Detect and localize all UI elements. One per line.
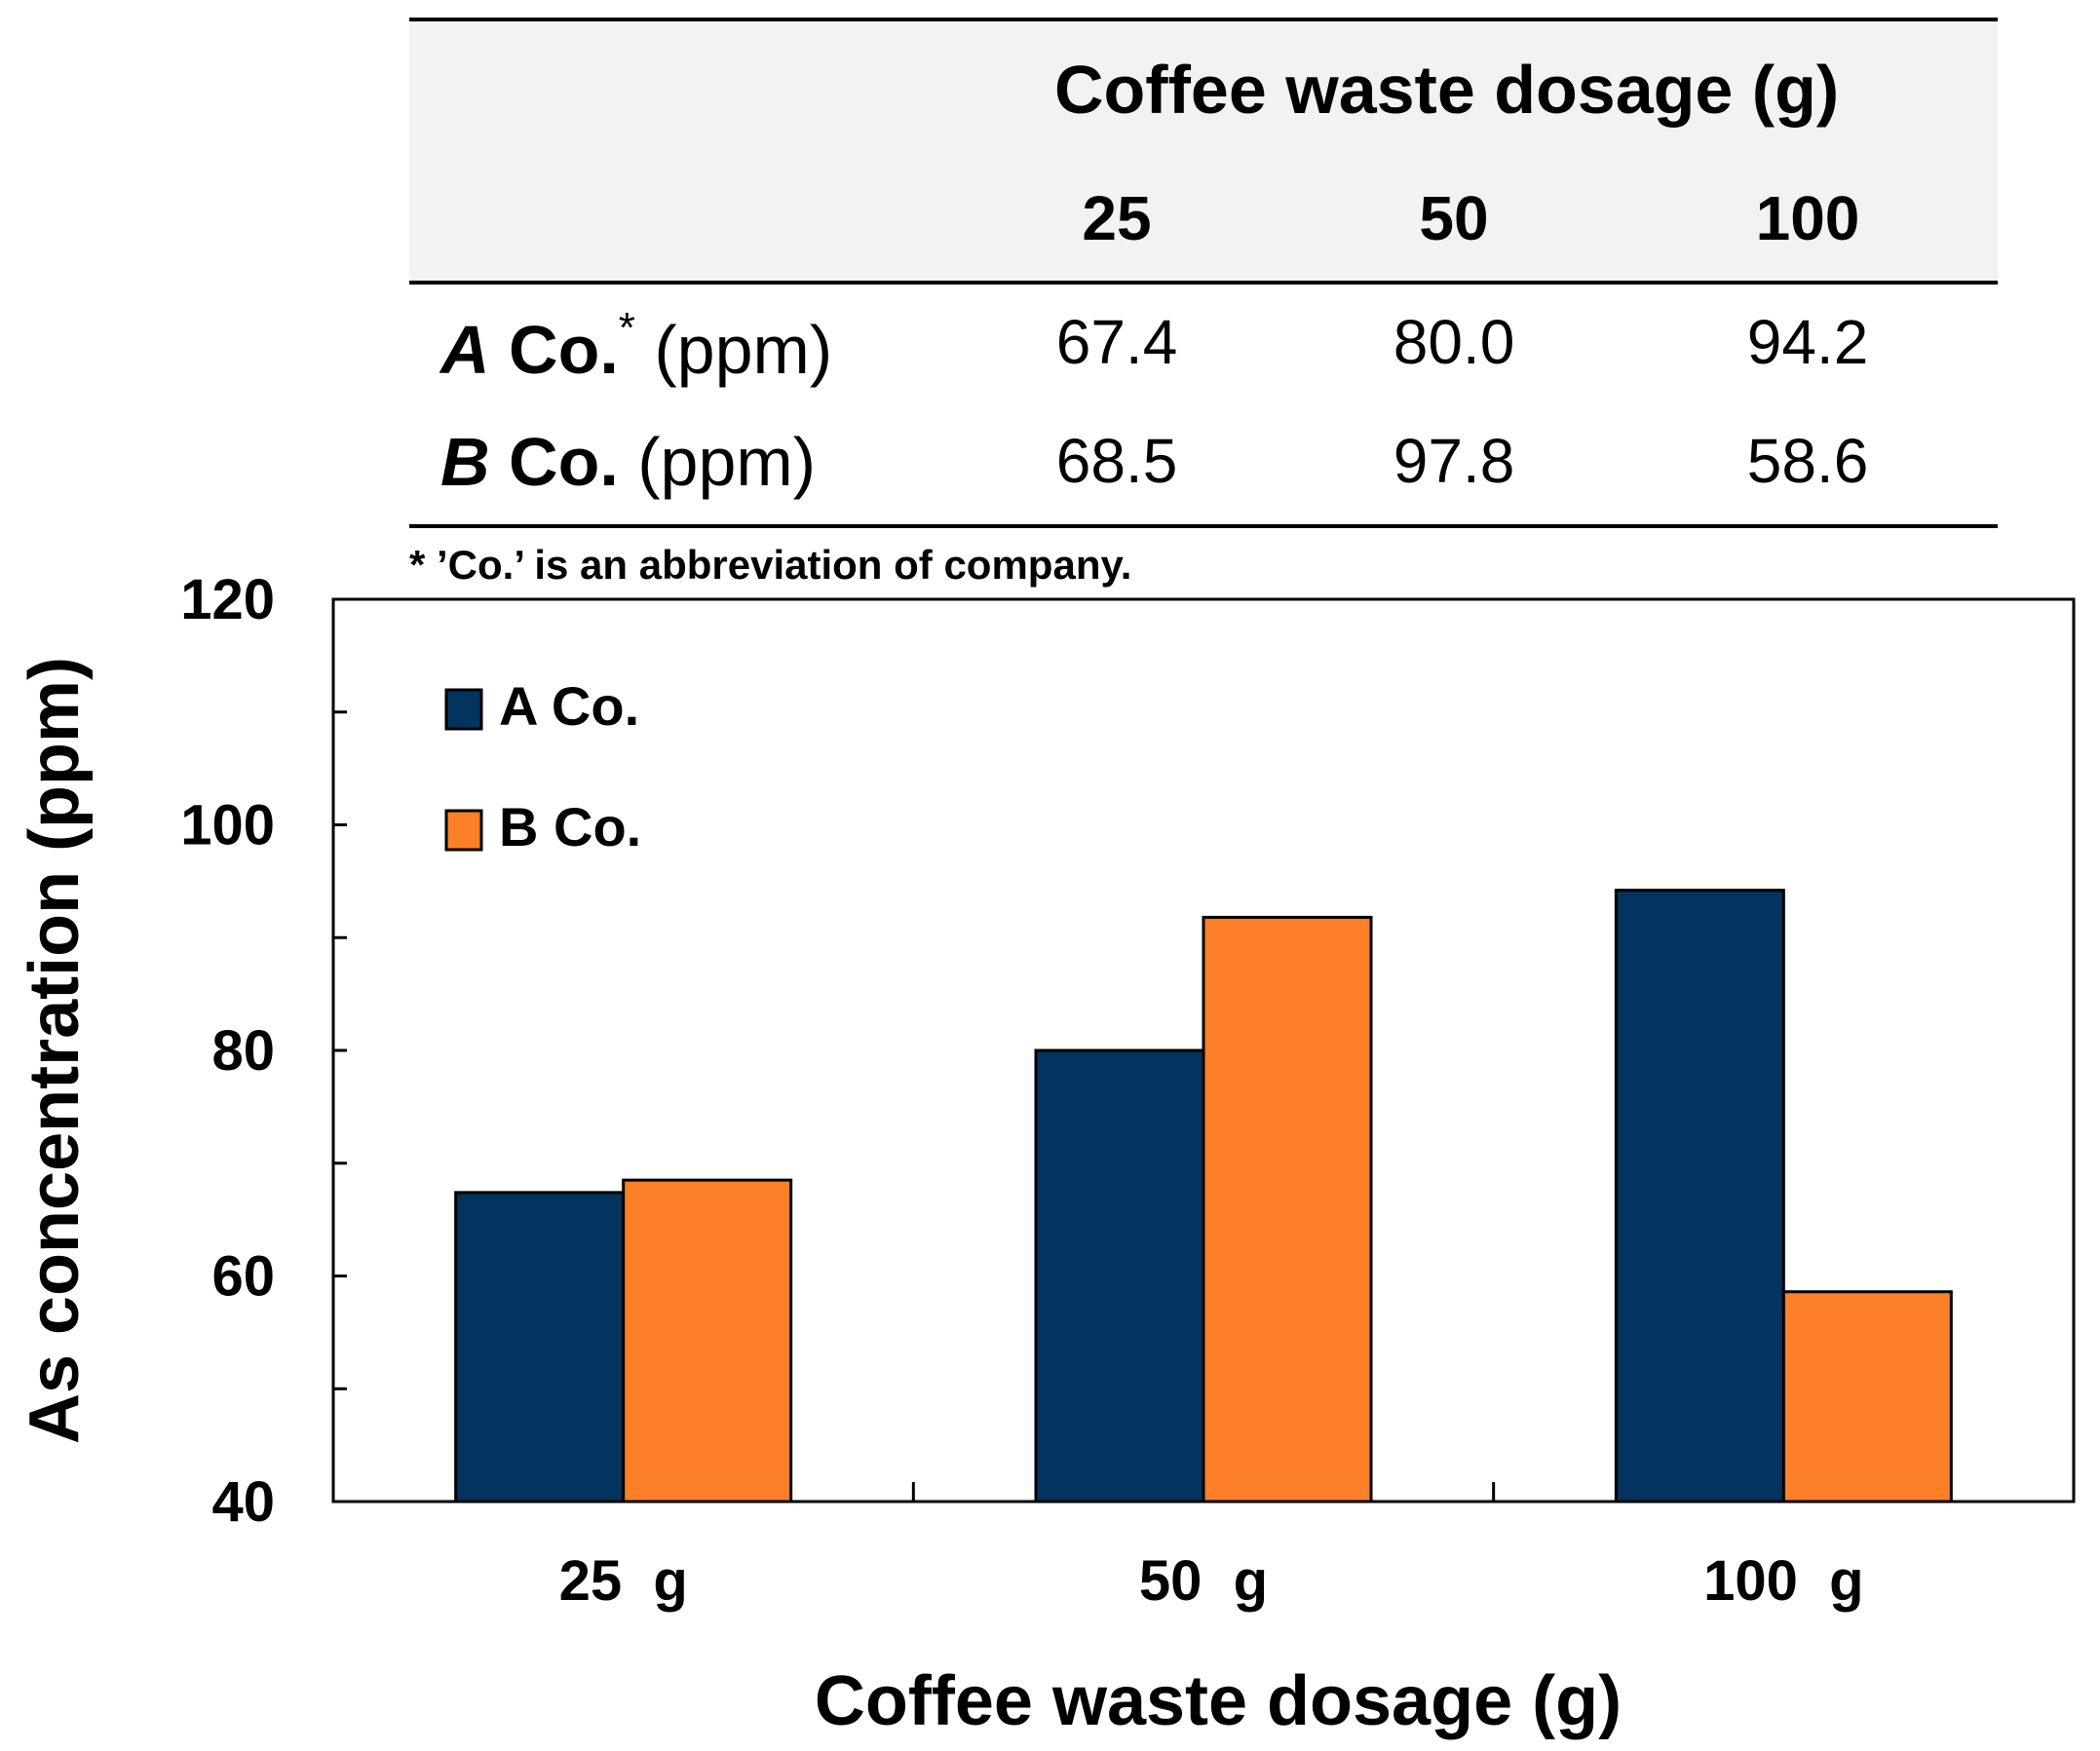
cell-b-50: 97.8	[1393, 426, 1515, 496]
table-body: A Co.* (ppm) 67.4 80.0 94.2 B Co. (ppm) …	[409, 285, 1998, 528]
legend-label-b: B Co.	[499, 796, 641, 857]
table-dose-25: 25	[1082, 183, 1152, 253]
table-row-a: A Co.* (ppm) 67.4 80.0 94.2	[409, 292, 1998, 390]
y-tick-label: 80	[211, 1019, 275, 1083]
row-unit: (ppm)	[637, 424, 817, 500]
row-label-b: B Co. (ppm)	[440, 423, 816, 501]
bar-b-2	[1781, 1290, 1953, 1504]
data-table: Coffee waste dosage (g) 25 50 100 A Co.*…	[409, 18, 1998, 528]
bar-b-1	[1202, 915, 1373, 1504]
row-footnote-mark: *	[618, 304, 635, 352]
table-title: Coffee waste dosage (g)	[1054, 52, 1840, 128]
row-label-a: A Co.* (ppm)	[440, 304, 832, 389]
table-dose-50: 50	[1419, 183, 1489, 253]
y-tick-label: 40	[211, 1470, 275, 1534]
x-tick-label: 25 g	[559, 1549, 688, 1613]
y-tick-label: 100	[180, 794, 275, 857]
y-tick-label: 120	[180, 568, 275, 631]
row-company: Co.	[509, 424, 619, 500]
table-footnote: * ’Co.’ is an abbreviation of company.	[409, 542, 1132, 588]
row-letter: B	[440, 424, 490, 500]
legend-swatch-b	[444, 809, 483, 852]
x-axis: 25 g 50 g 100 g	[559, 1482, 1864, 1613]
bar-a-1	[1034, 1048, 1205, 1504]
x-axis-title: Coffee waste dosage (g)	[815, 1662, 1622, 1740]
cell-b-25: 68.5	[1055, 426, 1178, 496]
bar-b-0	[622, 1178, 793, 1504]
y-tick-label: 60	[211, 1245, 275, 1309]
legend-label-a: A Co.	[499, 675, 639, 737]
x-tick-label: 50 g	[1139, 1549, 1268, 1613]
cell-a-100: 94.2	[1746, 307, 1869, 377]
bars-layer	[454, 889, 1953, 1504]
row-company: Co.	[509, 312, 619, 388]
cell-b-100: 58.6	[1746, 426, 1869, 496]
table-row-b: B Co. (ppm) 68.5 97.8 58.6	[409, 411, 1998, 509]
table-header: Coffee waste dosage (g) 25 50 100	[409, 18, 1998, 285]
bar-a-2	[1614, 889, 1785, 1504]
legend-swatch-a	[444, 688, 483, 731]
y-axis-title: As concentration (ppm)	[16, 657, 94, 1444]
row-unit: (ppm)	[654, 312, 833, 388]
table-dose-100: 100	[1755, 183, 1860, 253]
row-letter: A	[440, 312, 490, 388]
y-axis: 40 60 80 100 120	[180, 568, 347, 1534]
legend: A Co. B Co.	[444, 675, 641, 857]
cell-a-50: 80.0	[1393, 307, 1515, 377]
bar-a-0	[454, 1191, 626, 1504]
cell-a-25: 67.4	[1055, 307, 1178, 377]
x-tick-label: 100 g	[1703, 1549, 1863, 1613]
